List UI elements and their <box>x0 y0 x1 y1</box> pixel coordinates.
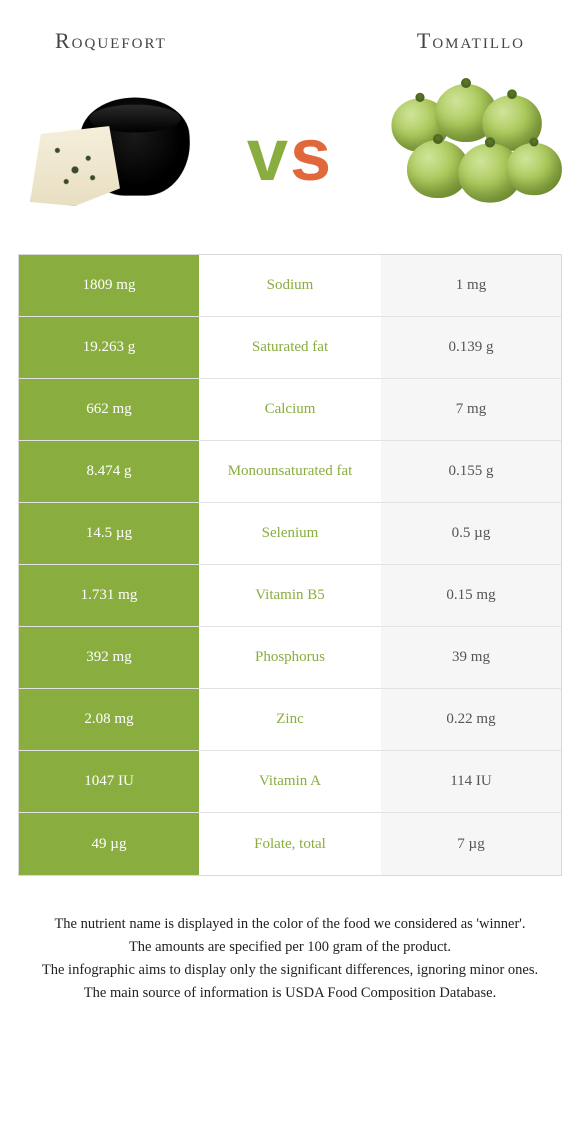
table-cell-left: 49 µg <box>19 813 199 875</box>
table-cell-right: 0.155 g <box>381 441 561 503</box>
table-cell-left: 392 mg <box>19 627 199 689</box>
food-name-right: Tomatillo <box>417 28 525 54</box>
table-cell-right: 0.22 mg <box>381 689 561 751</box>
table-cell-left: 19.263 g <box>19 317 199 379</box>
vs-v: v <box>247 113 290 196</box>
table-cell-left: 2.08 mg <box>19 689 199 751</box>
vs-s: s <box>290 113 333 196</box>
roquefort-cheese-icon: ROQUEFORT <box>30 94 190 214</box>
table-cell-left: 662 mg <box>19 379 199 441</box>
table-cell-nutrient: Calcium <box>199 379 381 441</box>
table-cell-nutrient: Selenium <box>199 503 381 565</box>
table-cell-nutrient: Zinc <box>199 689 381 751</box>
footer-line-2: The amounts are specified per 100 gram o… <box>28 937 552 958</box>
table-cell-nutrient: Saturated fat <box>199 317 381 379</box>
food-image-right <box>385 84 555 224</box>
table-cell-left: 8.474 g <box>19 441 199 503</box>
table-cell-left: 1047 IU <box>19 751 199 813</box>
footer-notes: The nutrient name is displayed in the co… <box>0 876 580 1004</box>
table-cell-nutrient: Monounsaturated fat <box>199 441 381 503</box>
header-food-names: Roquefort Tomatillo <box>0 0 580 64</box>
table-cell-nutrient: Vitamin B5 <box>199 565 381 627</box>
table-cell-right: 7 µg <box>381 813 561 875</box>
footer-line-3: The infographic aims to display only the… <box>28 960 552 981</box>
table-cell-right: 39 mg <box>381 627 561 689</box>
hero-row: ROQUEFORT vs <box>0 64 580 254</box>
table-cell-right: 0.15 mg <box>381 565 561 627</box>
table-cell-left: 14.5 µg <box>19 503 199 565</box>
food-name-left: Roquefort <box>55 28 167 54</box>
vs-label: vs <box>247 112 333 197</box>
table-cell-right: 7 mg <box>381 379 561 441</box>
nutrient-comparison-table: 1809 mgSodium1 mg19.263 gSaturated fat0.… <box>18 254 562 876</box>
table-cell-left: 1.731 mg <box>19 565 199 627</box>
table-cell-nutrient: Vitamin A <box>199 751 381 813</box>
table-cell-right: 114 IU <box>381 751 561 813</box>
tomatillo-icon <box>385 84 555 224</box>
table-cell-right: 0.139 g <box>381 317 561 379</box>
table-cell-right: 1 mg <box>381 255 561 317</box>
food-image-left: ROQUEFORT <box>25 84 195 224</box>
table-cell-nutrient: Phosphorus <box>199 627 381 689</box>
table-cell-nutrient: Folate, total <box>199 813 381 875</box>
table-cell-left: 1809 mg <box>19 255 199 317</box>
footer-line-1: The nutrient name is displayed in the co… <box>28 914 552 935</box>
footer-line-4: The main source of information is USDA F… <box>28 983 552 1004</box>
table-cell-right: 0.5 µg <box>381 503 561 565</box>
table-cell-nutrient: Sodium <box>199 255 381 317</box>
